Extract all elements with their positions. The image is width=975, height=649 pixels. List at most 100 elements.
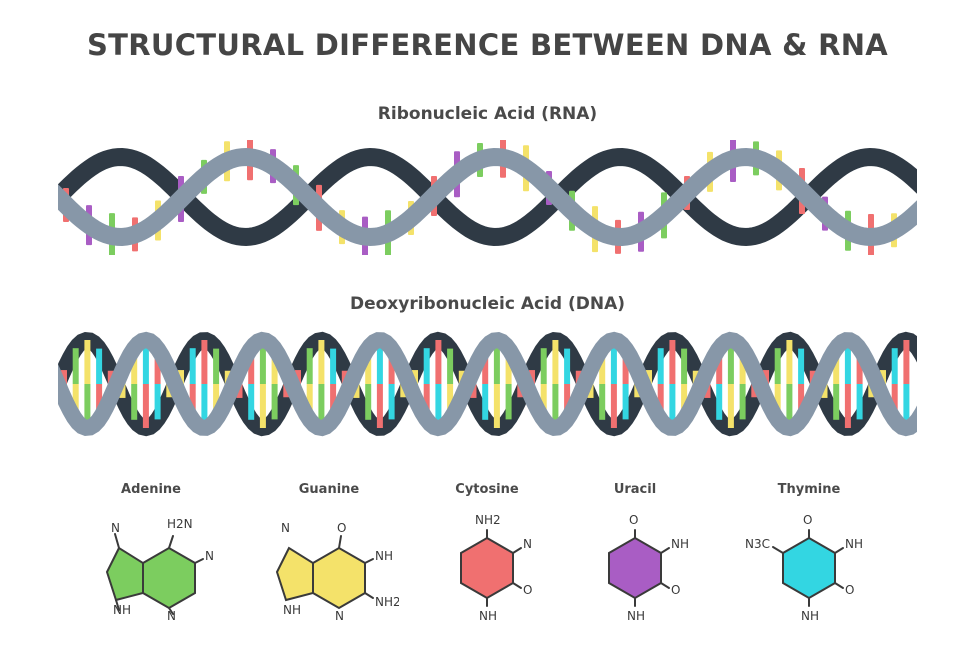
dna-base-bar-top xyxy=(61,370,67,384)
dna-base-bar-top xyxy=(178,370,184,384)
dna-base-bar-bottom xyxy=(248,384,255,420)
guanine-n2: N xyxy=(335,609,344,623)
thymine-label: Thymine xyxy=(777,482,841,497)
adenine-five-ring xyxy=(105,546,144,602)
dna-base-bar-top xyxy=(622,348,629,384)
dna-base-bar-top xyxy=(716,348,723,384)
dna-base-bar-bottom xyxy=(470,384,477,398)
dna-base-bar-top xyxy=(493,340,500,384)
dna-base-bar-bottom xyxy=(131,384,138,420)
dna-base-bar-top xyxy=(72,348,79,384)
dna-base-bar-top xyxy=(610,340,617,384)
dna-base-bar-bottom xyxy=(306,384,313,420)
dna-base-bar-top xyxy=(844,340,851,384)
dna-base-bar-bottom xyxy=(727,384,734,428)
dna-base-bar-top xyxy=(646,370,652,384)
dna-base-bar-bottom xyxy=(119,384,126,398)
uracil-o2: O xyxy=(671,583,680,597)
guanine-structure: N O NH NH2 N NH xyxy=(275,521,399,623)
dna-base-bar-top xyxy=(412,370,418,384)
dna-base-bar-top xyxy=(856,348,863,384)
dna-base-bar-bottom xyxy=(704,384,711,398)
uracil-o1: O xyxy=(629,513,638,527)
dna-base-bar-bottom xyxy=(552,384,559,428)
thymine-nh2: NH xyxy=(801,609,819,623)
cytosine-card: Cytosine NH2 N O NH xyxy=(417,482,557,632)
guanine-label: Guanine xyxy=(298,482,360,497)
adenine-n1: N xyxy=(111,521,120,535)
dna-base-bar-bottom xyxy=(365,384,372,420)
dna-base-bar-bottom xyxy=(599,384,606,420)
dna-base-bar-top xyxy=(657,348,664,384)
cytosine-structure: NH2 N O NH xyxy=(460,513,532,623)
dna-helix xyxy=(58,331,917,437)
guanine-six-ring xyxy=(312,546,366,610)
dna-base-bar-top xyxy=(681,348,688,384)
dna-base-bar-top xyxy=(727,340,734,384)
dna-base-bar-bottom xyxy=(716,384,723,420)
dna-base-bar-top xyxy=(447,348,454,384)
dna-base-bar-top xyxy=(259,340,266,384)
adenine-nh: NH xyxy=(113,603,131,617)
dna-base-bar-bottom xyxy=(833,384,840,420)
guanine-n1: N xyxy=(281,521,290,535)
dna-base-bar-top xyxy=(564,348,571,384)
rna-backbone-front xyxy=(58,147,917,247)
cytosine-nh: NH xyxy=(479,609,497,623)
thymine-ch3: N3C xyxy=(745,537,770,551)
dna-base-bar-bottom xyxy=(505,384,512,420)
dna-base-bar-bottom xyxy=(318,384,325,428)
uracil-nh1: NH xyxy=(671,537,689,551)
dna-base-bar-top xyxy=(306,348,313,384)
dna-base-bar-top xyxy=(376,340,383,384)
dna-base-bar-top xyxy=(786,340,793,384)
dna-base-bar-bottom xyxy=(482,384,489,420)
rna-section-title: Ribonucleic Acid (RNA) xyxy=(377,104,598,124)
dna-backbone-front xyxy=(58,331,917,437)
adenine-card: Adenine N H2N N NH N xyxy=(81,482,221,632)
dna-base-bar-top xyxy=(131,348,138,384)
dna-base-bar-top xyxy=(142,340,149,384)
uracil-ring xyxy=(608,536,662,600)
guanine-nh2: NH2 xyxy=(375,595,399,609)
dna-base-bar-top xyxy=(318,340,325,384)
adenine-n2: N xyxy=(205,549,214,563)
dna-base-bar-top xyxy=(435,340,442,384)
uracil-structure: O NH O NH xyxy=(608,513,689,623)
rna-helix xyxy=(58,140,917,255)
dna-base-bar-bottom xyxy=(903,384,910,428)
cytosine-nh2: NH2 xyxy=(475,513,501,527)
dna-base-bar-top xyxy=(763,370,769,384)
dna-base-bar-bottom xyxy=(271,384,278,420)
dna-base-bar-top xyxy=(669,340,676,384)
dna-base-bar-top xyxy=(271,348,278,384)
thymine-o2: O xyxy=(845,583,854,597)
dna-base-bar-top xyxy=(248,348,255,384)
dna-base-bar-bottom xyxy=(259,384,266,428)
adenine-structure: N H2N N NH N xyxy=(105,517,214,623)
dna-base-bar-top xyxy=(201,340,208,384)
dna-base-bar-top xyxy=(833,348,840,384)
dna-base-bar-bottom xyxy=(844,384,851,428)
dna-base-bar-bottom xyxy=(447,384,454,420)
guanine-card: Guanine N O NH NH2 N NH xyxy=(259,482,399,632)
thymine-ring xyxy=(782,536,836,600)
uracil-nh2: NH xyxy=(627,609,645,623)
dna-section-title: Deoxyribonucleic Acid (DNA) xyxy=(349,294,626,314)
dna-base-bar-top xyxy=(482,348,489,384)
dna-base-bar-top xyxy=(903,340,910,384)
dna-base-bar-bottom xyxy=(739,384,746,420)
dna-base-bar-top xyxy=(96,348,103,384)
dna-base-bar-bottom xyxy=(376,384,383,428)
dna-base-bar-top xyxy=(529,370,535,384)
dna-base-bar-bottom xyxy=(657,384,664,420)
dna-base-bar-bottom xyxy=(96,384,103,420)
dna-base-bar-bottom xyxy=(587,384,594,398)
guanine-five-ring xyxy=(275,546,314,602)
thymine-card: Thymine N3C O NH O NH xyxy=(739,482,879,632)
dna-base-bar-top xyxy=(798,348,805,384)
dna-base-bar-top xyxy=(365,348,372,384)
dna-base-bar-bottom xyxy=(84,384,91,428)
dna-base-bar-top xyxy=(154,348,161,384)
dna-base-bar-bottom xyxy=(213,384,220,420)
